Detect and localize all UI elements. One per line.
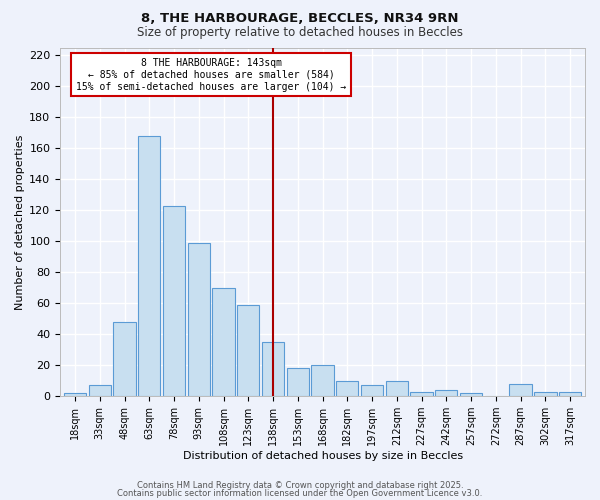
Text: Contains public sector information licensed under the Open Government Licence v3: Contains public sector information licen… <box>118 489 482 498</box>
Bar <box>509 384 532 396</box>
Bar <box>460 393 482 396</box>
Bar <box>113 322 136 396</box>
Bar <box>559 392 581 396</box>
Bar <box>361 386 383 396</box>
Bar <box>64 393 86 396</box>
Text: Size of property relative to detached houses in Beccles: Size of property relative to detached ho… <box>137 26 463 39</box>
Bar <box>138 136 160 396</box>
Bar <box>386 380 408 396</box>
Y-axis label: Number of detached properties: Number of detached properties <box>15 134 25 310</box>
Bar <box>262 342 284 396</box>
Bar <box>534 392 557 396</box>
Bar <box>237 305 259 396</box>
Bar <box>188 243 210 396</box>
X-axis label: Distribution of detached houses by size in Beccles: Distribution of detached houses by size … <box>182 451 463 461</box>
Bar <box>163 206 185 396</box>
Bar <box>212 288 235 396</box>
Bar <box>410 392 433 396</box>
Text: Contains HM Land Registry data © Crown copyright and database right 2025.: Contains HM Land Registry data © Crown c… <box>137 481 463 490</box>
Bar <box>311 365 334 396</box>
Bar <box>336 380 358 396</box>
Text: 8, THE HARBOURAGE, BECCLES, NR34 9RN: 8, THE HARBOURAGE, BECCLES, NR34 9RN <box>141 12 459 26</box>
Bar <box>435 390 457 396</box>
Bar <box>89 386 111 396</box>
Bar <box>287 368 309 396</box>
Text: 8 THE HARBOURAGE: 143sqm
← 85% of detached houses are smaller (584)
15% of semi-: 8 THE HARBOURAGE: 143sqm ← 85% of detach… <box>76 58 346 92</box>
